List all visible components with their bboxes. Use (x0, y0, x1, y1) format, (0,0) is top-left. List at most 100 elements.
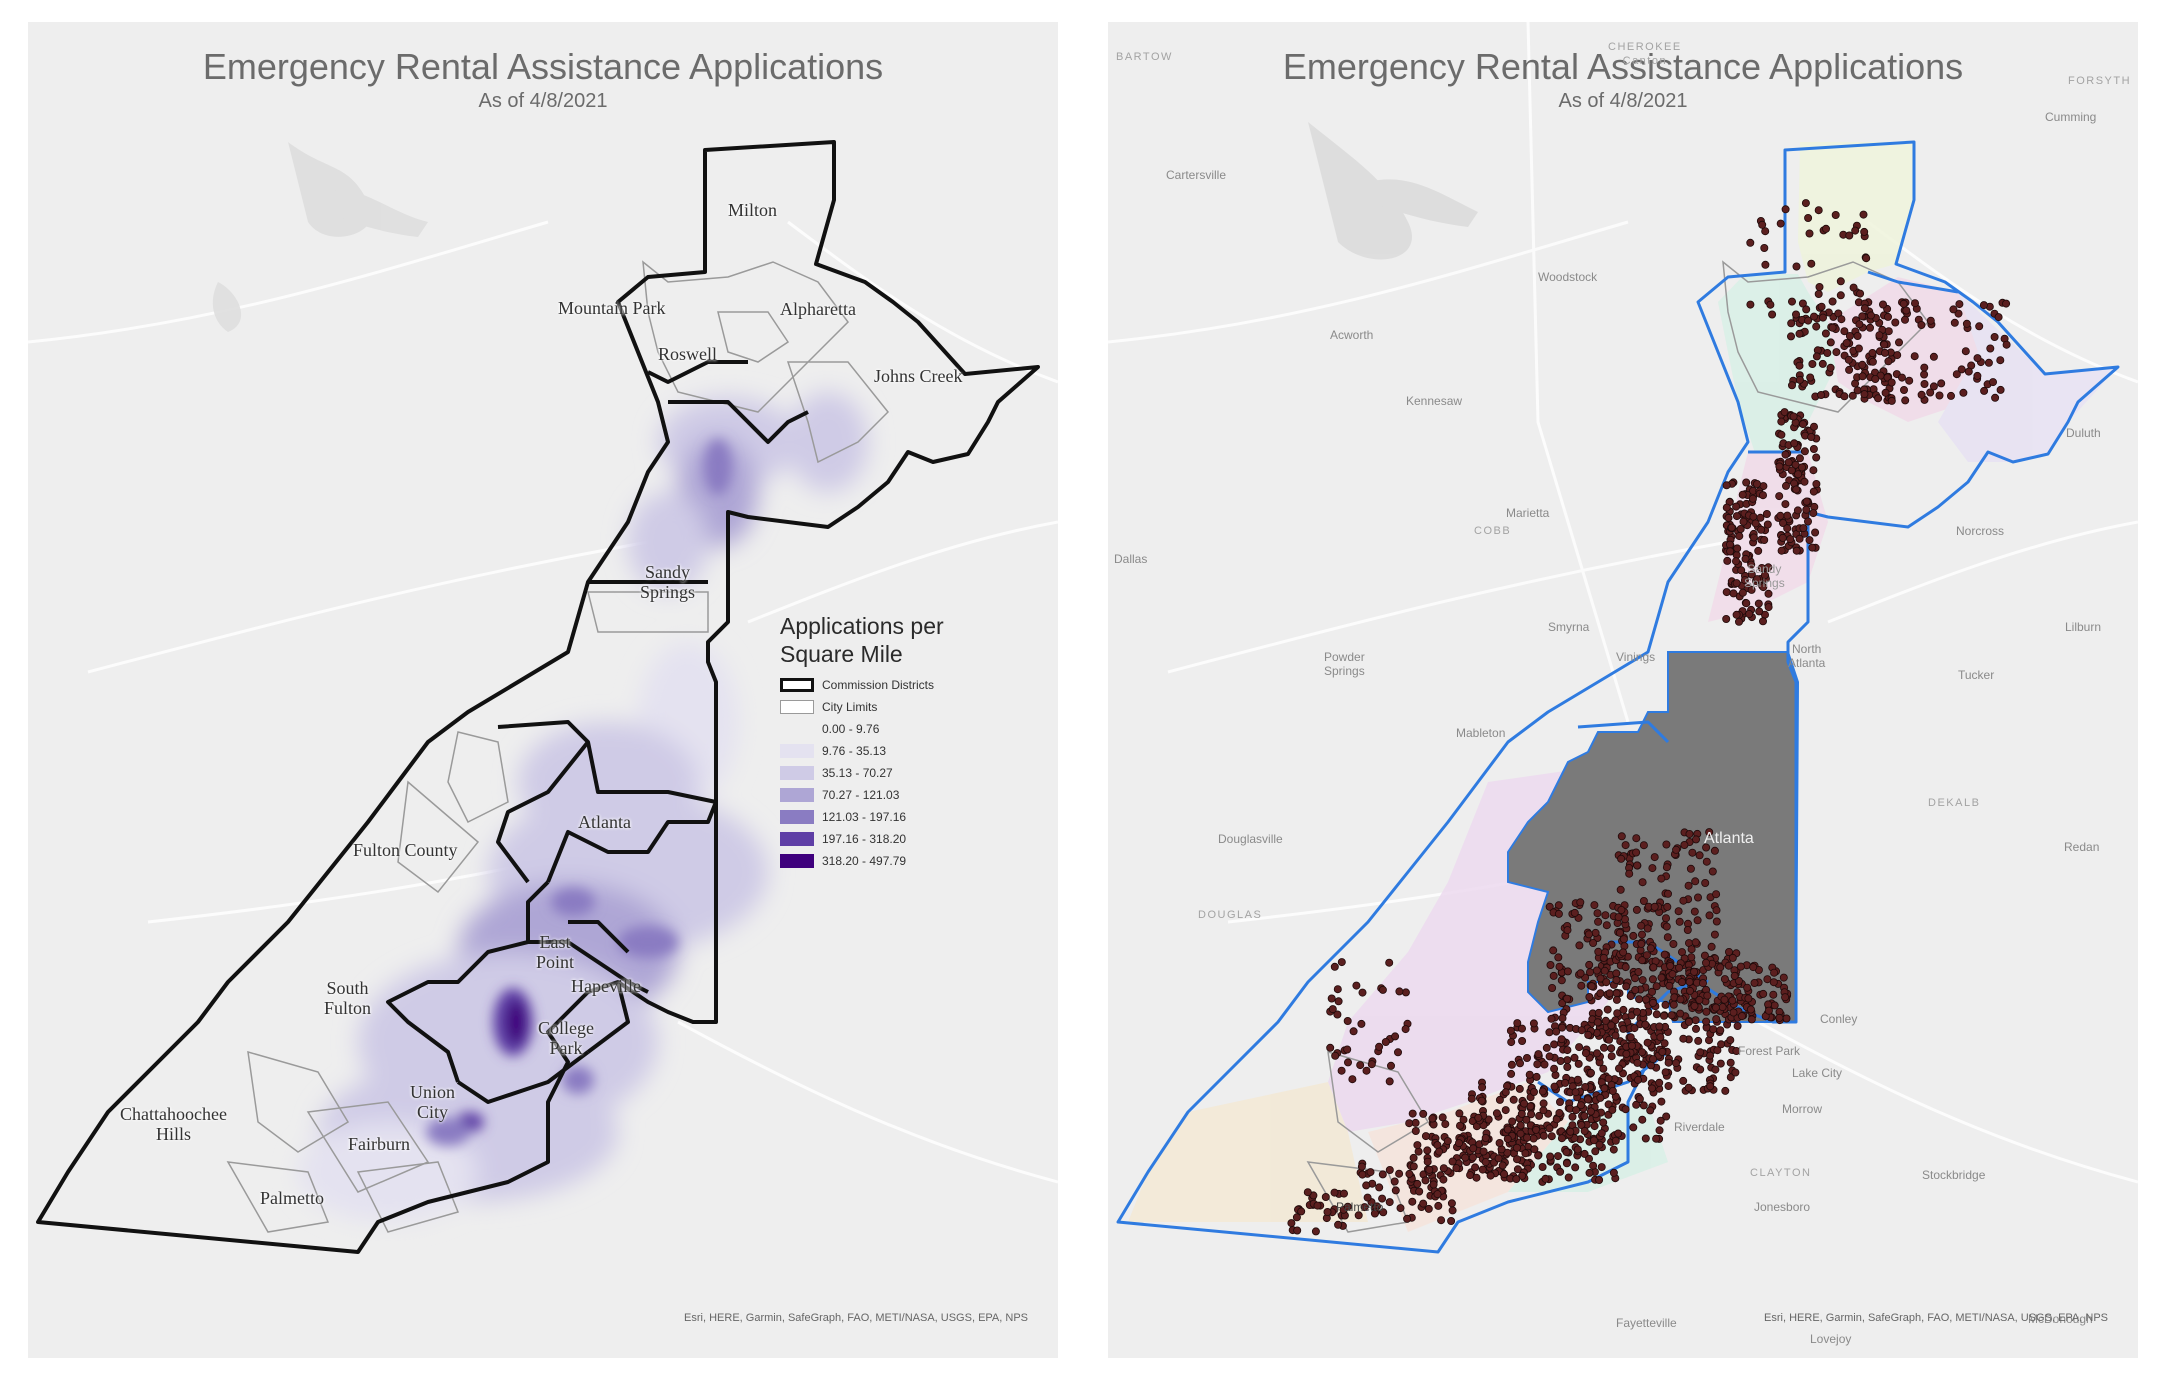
application-point (1722, 588, 1731, 597)
application-point (1792, 262, 1801, 271)
application-point (1642, 951, 1651, 960)
application-point (1648, 1084, 1657, 1093)
application-point (1776, 511, 1785, 520)
application-point (1775, 492, 1784, 501)
application-point (1667, 1011, 1676, 1020)
commission-districts (36, 140, 1040, 1254)
application-point (1884, 312, 1893, 321)
application-point (1331, 1051, 1340, 1060)
application-point (1584, 1030, 1593, 1039)
application-point (1994, 313, 2003, 322)
application-point (1378, 1194, 1387, 1203)
application-point (1809, 444, 1818, 453)
application-point (1529, 1134, 1538, 1143)
application-point (1808, 543, 1817, 552)
application-point (1632, 1100, 1641, 1109)
application-point (1853, 331, 1862, 340)
application-point (1538, 1163, 1547, 1172)
application-point (1539, 1099, 1548, 1108)
application-point (1495, 1139, 1504, 1148)
application-point (1650, 853, 1659, 862)
application-point (1732, 1047, 1741, 1056)
application-point (1433, 1190, 1442, 1199)
application-point (1779, 518, 1788, 527)
application-point (1708, 867, 1717, 876)
application-point (1632, 834, 1641, 843)
application-point (1802, 505, 1811, 514)
place-label-atlanta: Atlanta (1704, 830, 1754, 847)
place-label-sandy-springs: Sandy Springs (1744, 562, 1785, 590)
application-point (1739, 517, 1748, 526)
density-hotspots (426, 439, 732, 1146)
application-point (1887, 378, 1896, 387)
application-point (1423, 1157, 1432, 1166)
application-point (1652, 1010, 1661, 1019)
application-point (1333, 985, 1342, 994)
application-point (1836, 291, 1845, 300)
application-point (1962, 319, 1971, 328)
application-point (1884, 357, 1893, 366)
application-point (1455, 1109, 1464, 1118)
application-point (1604, 1074, 1613, 1083)
application-point (1795, 454, 1804, 463)
application-point (1762, 509, 1771, 518)
application-point (1500, 1170, 1509, 1179)
application-point (1723, 556, 1732, 565)
application-point (1631, 974, 1640, 983)
application-point (1396, 1204, 1405, 1213)
application-point (1860, 390, 1869, 399)
place-label-bartow: BARTOW (1116, 51, 1173, 63)
application-point (1738, 588, 1747, 597)
city-label-mountain-park: Mountain Park (558, 298, 666, 318)
application-point (1292, 1213, 1301, 1222)
application-point (1575, 941, 1584, 950)
application-point (1585, 1168, 1594, 1177)
application-point (1763, 520, 1772, 529)
application-point (1594, 947, 1603, 956)
city-label-alpharetta: Alpharetta (780, 299, 856, 319)
district-fills (1128, 142, 2118, 1232)
application-point (1385, 958, 1394, 967)
application-point (1343, 1058, 1352, 1067)
application-point (1547, 1132, 1556, 1141)
application-point (1781, 205, 1790, 214)
application-point (1532, 1072, 1541, 1081)
application-point (1805, 536, 1814, 545)
application-point (1603, 1005, 1612, 1014)
application-point (1672, 845, 1681, 854)
application-point (1694, 893, 1703, 902)
application-point (1638, 1115, 1647, 1124)
application-point (1596, 974, 1605, 983)
application-point (1753, 575, 1762, 584)
application-point (1604, 1035, 1613, 1044)
map-subtitle: As of 4/8/2021 (478, 90, 608, 112)
application-point (1792, 310, 1801, 319)
application-point (1668, 970, 1677, 979)
application-point (1980, 386, 1989, 395)
application-point (1959, 388, 1968, 397)
map-title-block: Emergency Rental Assistance Applications… (1108, 46, 2138, 113)
application-point (1741, 554, 1750, 563)
application-point (1764, 603, 1773, 612)
application-point (1660, 1011, 1669, 1020)
application-point (1823, 348, 1832, 357)
legend-item: 9.76 - 35.13 (780, 740, 1010, 762)
application-point (1390, 1177, 1399, 1186)
application-point (1434, 1201, 1443, 1210)
application-point (1703, 991, 1712, 1000)
application-point (1617, 906, 1626, 915)
application-point (1594, 1008, 1603, 1017)
application-point (1471, 1163, 1480, 1172)
legend-items: Commission Districts City Limits 0.00 - 9.… (780, 674, 1010, 872)
application-point (1937, 379, 1946, 388)
application-point (1735, 532, 1744, 541)
application-point (1608, 1105, 1617, 1114)
application-point (1716, 963, 1725, 972)
application-point (1868, 357, 1877, 366)
application-point (1378, 1170, 1387, 1179)
application-point (1836, 277, 1845, 286)
application-point (1851, 226, 1860, 235)
application-point (1591, 928, 1600, 937)
application-point (1609, 1145, 1618, 1154)
application-point (1702, 1007, 1711, 1016)
